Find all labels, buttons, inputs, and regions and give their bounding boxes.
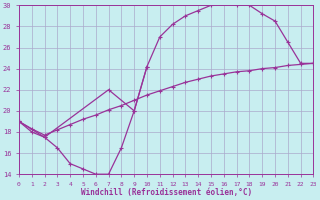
X-axis label: Windchill (Refroidissement éolien,°C): Windchill (Refroidissement éolien,°C) xyxy=(81,188,252,197)
